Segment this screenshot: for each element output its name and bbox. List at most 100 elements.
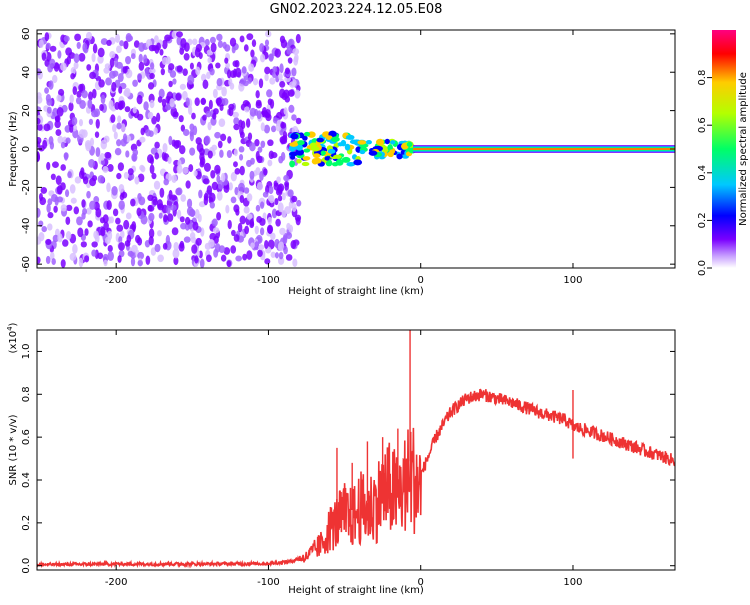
noise-mark <box>37 117 41 125</box>
noise-mark <box>120 123 126 133</box>
noise-mark <box>137 113 144 121</box>
signal-mark <box>289 160 296 168</box>
noise-mark <box>63 35 70 42</box>
noise-mark <box>154 44 160 54</box>
noise-mark <box>279 80 286 88</box>
noise-mark <box>179 47 185 55</box>
noise-mark <box>257 249 263 258</box>
noise-mark <box>60 204 67 212</box>
snr-multiplier-base: (x10 <box>8 331 19 354</box>
noise-mark <box>157 230 162 237</box>
noise-mark <box>122 133 128 143</box>
noise-mark <box>256 155 263 164</box>
noise-mark <box>112 123 117 133</box>
y-tick-label: -40 <box>21 218 32 234</box>
noise-mark <box>118 86 123 94</box>
noise-mark <box>210 42 217 53</box>
noise-mark <box>182 167 189 175</box>
noise-mark <box>148 228 155 239</box>
noise-mark <box>207 150 213 159</box>
colorbar-tick-label: 0.4 <box>697 165 708 181</box>
noise-mark <box>189 62 194 70</box>
noise-mark <box>37 123 43 131</box>
noise-mark <box>118 200 125 210</box>
noise-mark <box>284 206 292 215</box>
noise-mark <box>153 127 158 135</box>
noise-mark <box>100 226 106 237</box>
noise-mark <box>267 98 273 106</box>
noise-mark <box>228 107 234 117</box>
colorbar-label: Normalized spectral amplitude <box>738 72 749 226</box>
noise-mark <box>67 171 72 179</box>
noise-mark <box>242 253 248 261</box>
noise-mark <box>138 53 143 63</box>
noise-mark <box>51 161 59 168</box>
noise-mark <box>117 255 122 263</box>
signal-mark <box>345 134 355 140</box>
noise-mark <box>220 172 226 183</box>
noise-mark <box>287 57 293 64</box>
noise-mark <box>295 216 301 226</box>
noise-mark <box>46 161 51 171</box>
noise-mark <box>180 194 187 202</box>
noise-mark <box>168 189 173 200</box>
noise-mark <box>55 175 62 186</box>
signal-mark <box>368 150 378 156</box>
noise-mark <box>86 207 92 215</box>
noise-mark <box>208 239 215 248</box>
noise-mark <box>243 44 249 52</box>
noise-mark <box>157 96 163 103</box>
noise-mark <box>218 245 226 253</box>
noise-mark <box>69 94 74 104</box>
noise-mark <box>173 256 179 266</box>
noise-mark <box>154 243 161 253</box>
noise-mark <box>220 254 227 262</box>
noise-mark <box>197 213 202 223</box>
noise-mark <box>117 115 122 123</box>
noise-mark <box>254 108 259 116</box>
noise-mark <box>68 102 74 112</box>
noise-mark <box>103 259 108 267</box>
x-tick-label: -100 <box>257 577 280 588</box>
x-tick-label: -200 <box>105 275 128 286</box>
noise-mark <box>276 184 283 194</box>
noise-mark <box>171 139 177 147</box>
noise-mark <box>169 204 177 211</box>
noise-mark <box>246 250 253 260</box>
noise-mark <box>219 149 224 158</box>
noise-mark <box>156 112 161 123</box>
noise-mark <box>175 139 182 148</box>
noise-mark <box>44 87 49 94</box>
noise-mark <box>232 68 237 78</box>
noise-mark <box>264 111 270 118</box>
noise-mark <box>104 236 111 245</box>
noise-mark <box>106 182 111 193</box>
noise-mark <box>267 225 273 234</box>
noise-mark <box>270 125 277 133</box>
noise-mark <box>145 255 151 265</box>
noise-mark <box>238 82 245 92</box>
noise-mark <box>195 66 201 76</box>
noise-mark <box>296 199 302 207</box>
noise-mark <box>144 67 150 77</box>
noise-mark <box>147 154 154 164</box>
noise-mark <box>103 135 110 143</box>
noise-mark <box>117 162 125 172</box>
noise-mark <box>163 214 168 223</box>
noise-mark <box>234 167 241 175</box>
noise-mark <box>97 47 105 58</box>
noise-mark <box>266 89 273 98</box>
noise-mark <box>194 47 201 58</box>
noise-mark <box>294 89 301 99</box>
noise-mark <box>231 45 236 54</box>
noise-mark <box>248 63 255 72</box>
noise-mark <box>130 53 136 60</box>
noise-mark <box>148 67 156 74</box>
noise-mark <box>41 225 47 233</box>
noise-mark <box>187 105 193 115</box>
noise-mark <box>287 89 295 97</box>
noise-mark <box>268 53 274 62</box>
noise-mark <box>246 193 253 202</box>
noise-mark <box>37 207 41 218</box>
